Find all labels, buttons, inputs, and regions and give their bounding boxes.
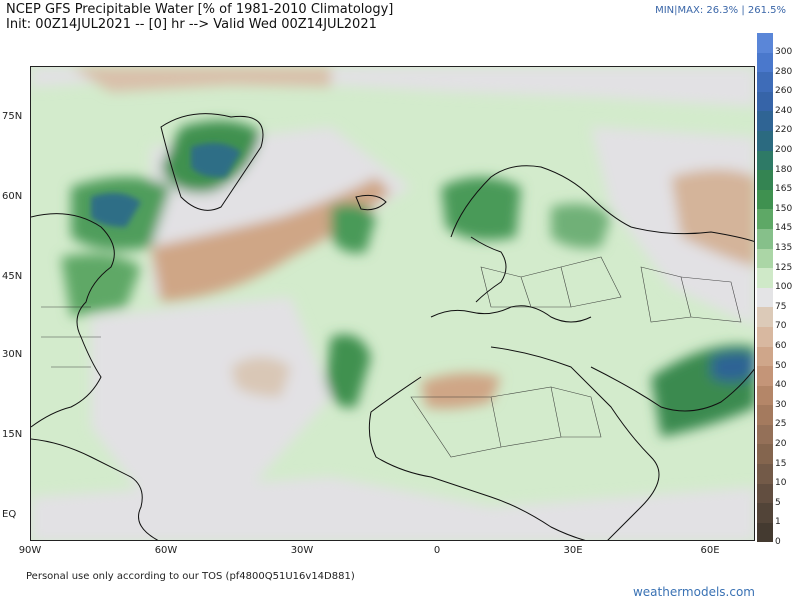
colorbar-swatch (757, 91, 773, 112)
colorbar-swatch (757, 268, 773, 288)
colorbar-swatch (757, 52, 773, 73)
colorbar-swatch (757, 385, 773, 406)
colorbar-label: 125 (775, 262, 793, 273)
colorbar-label: 70 (775, 321, 787, 332)
colorbar-label: 50 (775, 360, 787, 371)
lon-label-30w: 30W (290, 545, 314, 556)
colorbar-swatch (757, 248, 773, 269)
map-panel (30, 66, 755, 541)
colorbar-swatch (757, 307, 773, 327)
colorbar-label: 135 (775, 243, 793, 253)
colorbar-swatch (757, 483, 773, 504)
colorbar-label: 30 (775, 399, 787, 410)
colorbar-swatch (757, 150, 773, 171)
colorbar-label: 240 (775, 105, 793, 116)
lon-label-0: 0 (433, 545, 441, 556)
map-title: NCEP GFS Precipitable Water [% of 1981-2… (6, 2, 394, 17)
colorbar-label: 165 (775, 184, 793, 195)
colorbar-label: 25 (775, 419, 787, 430)
precipitable-water-map (31, 67, 754, 540)
colorbar-swatch (757, 346, 773, 367)
colorbar-label: 200 (775, 145, 793, 155)
colorbar-swatch (757, 287, 773, 308)
colorbar-label: 180 (775, 164, 793, 175)
colorbar-swatch (757, 522, 773, 543)
colorbar-label: 10 (775, 478, 787, 489)
lon-label-90w: 90W (18, 545, 42, 556)
colorbar-label: 40 (775, 380, 787, 391)
colorbar-swatch (757, 209, 773, 229)
colorbar-swatch (757, 464, 773, 484)
colorbar-label: 5 (775, 497, 781, 508)
colorbar-label: 75 (775, 301, 787, 312)
colorbar-swatch (757, 503, 773, 523)
colorbar-swatch (757, 111, 773, 131)
colorbar-label: 15 (775, 458, 787, 469)
colorbar-swatch (757, 366, 773, 386)
colorbar (757, 33, 773, 543)
colorbar-label: 1 (775, 517, 781, 528)
colorbar-swatch (757, 189, 773, 210)
colorbar-swatch (757, 33, 773, 53)
colorbar-swatch (757, 130, 773, 151)
colorbar-swatch (757, 72, 773, 92)
tos-notice: Personal use only according to our TOS (… (26, 571, 355, 582)
lon-label-60e: 60E (700, 545, 720, 556)
colorbar-label: 0 (775, 537, 781, 547)
colorbar-label: 150 (775, 203, 793, 214)
colorbar-swatch (757, 326, 773, 347)
colorbar-label: 260 (775, 86, 793, 97)
colorbar-swatch (757, 170, 773, 190)
lat-label-60n: 60N (2, 191, 23, 202)
map-subtitle: Init: 00Z14JUL2021 -- [0] hr --> Valid W… (6, 17, 377, 32)
colorbar-swatch (757, 405, 773, 425)
lon-label-60w: 60W (154, 545, 178, 556)
colorbar-label: 300 (775, 47, 793, 57)
colorbar-label: 60 (775, 341, 787, 351)
lon-label-30e: 30E (563, 545, 583, 556)
colorbar-swatch (757, 424, 773, 445)
lat-label-eq: EQ (2, 509, 17, 520)
colorbar-swatch (757, 228, 773, 249)
colorbar-label: 220 (775, 125, 793, 136)
lat-label-30n: 30N (2, 349, 23, 360)
lat-label-15n: 15N (2, 429, 23, 440)
min-max-readout: MIN|MAX: 26.3% | 261.5% (655, 5, 786, 16)
colorbar-swatch (757, 444, 773, 465)
lat-label-75n: 75N (2, 111, 23, 122)
colorbar-label: 280 (775, 66, 793, 77)
colorbar-label: 145 (775, 223, 793, 234)
lat-label-45n: 45N (2, 271, 23, 282)
brand-link[interactable]: weathermodels.com (632, 585, 755, 599)
colorbar-label: 20 (775, 439, 787, 449)
colorbar-label: 100 (775, 282, 793, 293)
